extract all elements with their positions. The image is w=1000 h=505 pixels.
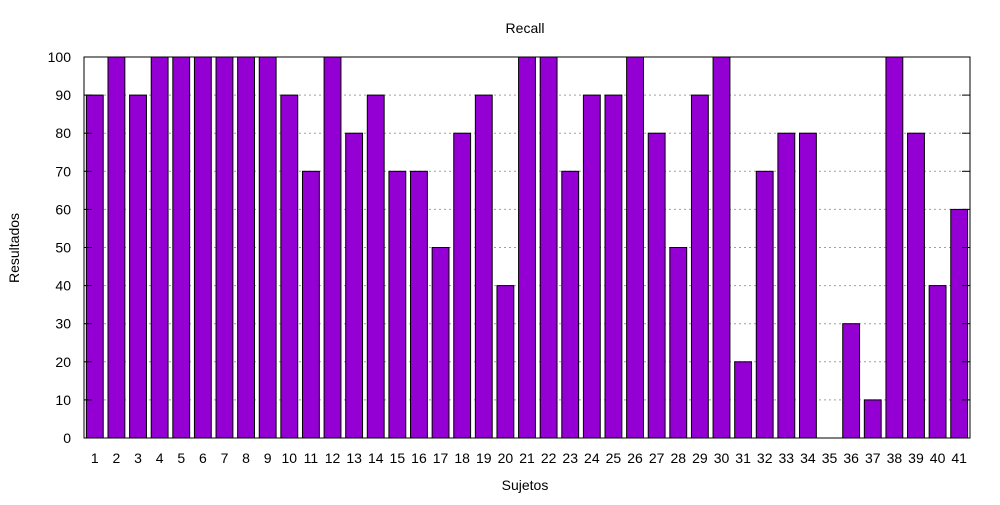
bar (172, 56, 191, 439)
bar (150, 56, 169, 439)
bar (561, 170, 580, 439)
bar (410, 170, 428, 439)
x-tick-label: 26 (627, 450, 643, 466)
x-tick-label: 9 (264, 450, 272, 466)
x-axis-ticks: 1 2 3 4 5 6 7 8 9 10 11 12 13 14 15 16 17 18 19 20 21 22 23 24 2… (91, 450, 967, 466)
y-tick-label: 30 (55, 316, 71, 332)
x-tick-label: 12 (325, 450, 341, 466)
x-tick-label: 4 (156, 450, 164, 466)
y-tick-label: 90 (55, 87, 71, 103)
bar (129, 94, 147, 439)
x-tick-label: 24 (584, 450, 600, 466)
bar (647, 132, 666, 439)
bar (323, 56, 342, 439)
y-axis-label: Resultados (6, 213, 22, 283)
bar (798, 132, 817, 439)
x-tick-label: 10 (282, 450, 298, 466)
x-tick-label: 18 (454, 450, 470, 466)
bar (345, 132, 364, 439)
bar (366, 94, 385, 439)
x-tick-label: 38 (887, 450, 903, 466)
bar (755, 170, 774, 439)
bar (604, 94, 623, 439)
y-tick-label: 60 (55, 201, 71, 217)
bar (280, 94, 299, 439)
bar (474, 94, 493, 439)
x-tick-label: 40 (930, 450, 946, 466)
bar (626, 56, 644, 439)
x-tick-label: 31 (735, 450, 751, 466)
x-tick-label: 34 (800, 450, 816, 466)
x-tick-label: 23 (562, 450, 578, 466)
x-tick-label: 27 (649, 450, 665, 466)
bar (669, 247, 688, 439)
bar (690, 94, 709, 439)
bars (85, 56, 969, 439)
bar (734, 361, 753, 439)
x-tick-label: 5 (177, 450, 185, 466)
bar (539, 56, 558, 439)
bar (582, 94, 601, 439)
x-tick-label: 36 (843, 450, 859, 466)
x-tick-label: 13 (346, 450, 362, 466)
bar (712, 56, 731, 439)
x-tick-label: 19 (476, 450, 492, 466)
bar (193, 56, 212, 439)
x-tick-label: 21 (519, 450, 535, 466)
y-tick-label: 50 (55, 240, 71, 256)
x-tick-label: 32 (757, 450, 773, 466)
y-axis-ticks: 0 10 20 30 40 50 60 70 80 90 100 (48, 49, 970, 446)
bar (885, 56, 904, 439)
bar (842, 323, 861, 439)
x-tick-label: 41 (951, 450, 967, 466)
y-tick-label: 80 (55, 125, 71, 141)
x-tick-label: 37 (865, 450, 881, 466)
x-tick-label: 7 (221, 450, 229, 466)
x-tick-label: 17 (433, 450, 449, 466)
x-axis-label: Sujetos (502, 477, 549, 493)
y-tick-label: 10 (55, 392, 71, 408)
bar (301, 170, 320, 439)
bar (85, 94, 104, 439)
x-tick-label: 29 (692, 450, 708, 466)
x-tick-label: 20 (498, 450, 514, 466)
y-tick-label: 70 (55, 163, 71, 179)
x-tick-label: 33 (779, 450, 795, 466)
x-tick-label: 25 (606, 450, 622, 466)
y-tick-label: 100 (48, 49, 72, 65)
x-tick-label: 28 (670, 450, 686, 466)
x-tick-label: 15 (390, 450, 406, 466)
x-tick-label: 16 (411, 450, 427, 466)
x-tick-label: 1 (91, 450, 99, 466)
x-tick-label: 30 (714, 450, 730, 466)
x-tick-label: 6 (199, 450, 207, 466)
bar (107, 56, 126, 439)
x-tick-label: 2 (113, 450, 121, 466)
x-tick-label: 11 (304, 450, 319, 466)
x-tick-label: 3 (134, 450, 142, 466)
bar (777, 132, 796, 439)
x-tick-label: 8 (242, 450, 250, 466)
bar (863, 399, 882, 439)
bar (388, 170, 407, 439)
bar (215, 56, 234, 439)
x-tick-label: 14 (368, 450, 384, 466)
y-tick-label: 0 (63, 430, 71, 446)
bar (928, 285, 947, 439)
bar (453, 132, 472, 439)
bar (258, 56, 277, 439)
x-tick-label: 22 (541, 450, 557, 466)
bar (237, 56, 256, 439)
bar (431, 247, 450, 439)
bar (907, 132, 925, 439)
bar (496, 285, 515, 439)
chart-title: Recall (506, 20, 545, 36)
x-tick-label: 35 (822, 450, 838, 466)
y-tick-label: 40 (55, 278, 71, 294)
x-tick-label: 39 (908, 450, 924, 466)
y-tick-label: 20 (55, 354, 71, 370)
bar (518, 56, 536, 439)
